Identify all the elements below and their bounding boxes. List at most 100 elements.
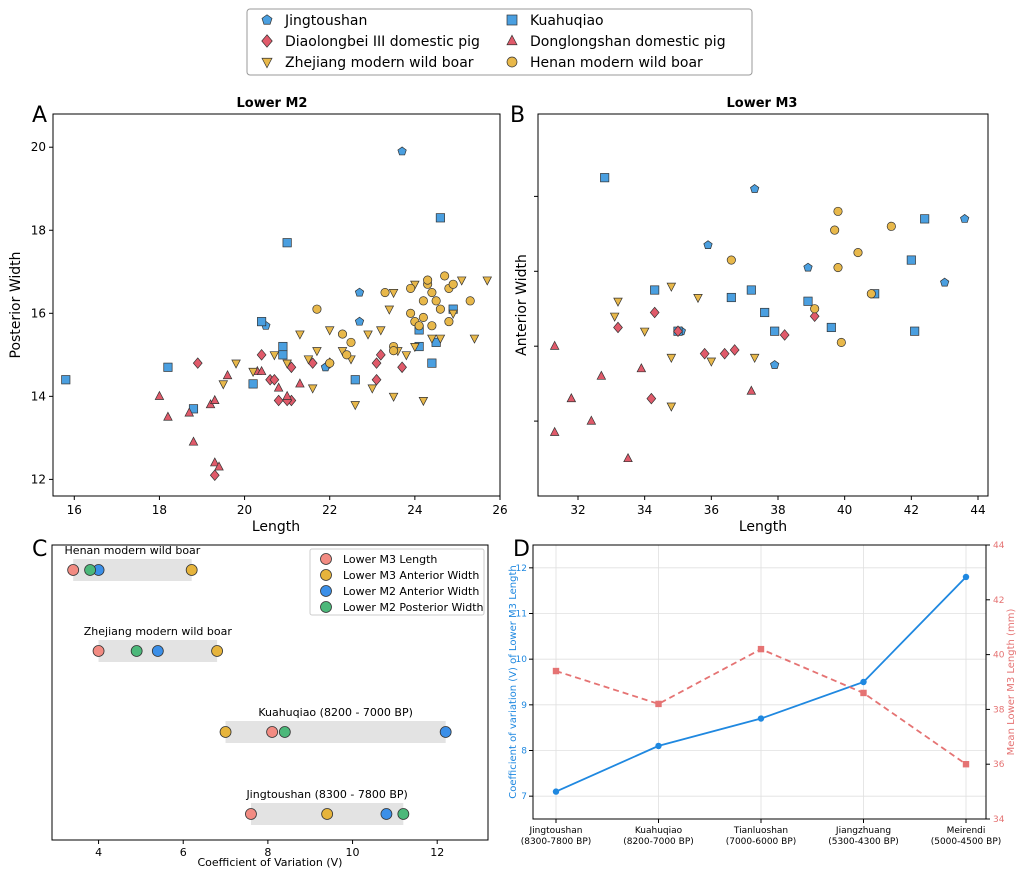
panel-a-point-henan-modern-wild-boar <box>337 329 348 339</box>
panel-a-point-henan-modern-wild-boar <box>418 296 428 306</box>
panel-a-point-zhejiang-modern-wild-boar <box>218 380 229 390</box>
panel-a-point-zhejiang-modern-wild-boar <box>324 326 335 336</box>
panel-a-point-donglongshan-domestic-pig <box>282 390 292 400</box>
panel-a-point-kuahuqiao <box>350 375 360 385</box>
panel-c-legend-marker <box>320 585 332 597</box>
panel-a-point-henan-modern-wild-boar <box>414 321 424 331</box>
legend-label-diaolongbei-iii-domestic-pig: Diaolongbei III domestic pig <box>285 34 480 50</box>
panel-a-xtick-label: 22 <box>322 503 337 517</box>
panel-b-xtick-label: 36 <box>704 503 719 517</box>
panel-b-point-henan-modern-wild-boar <box>866 289 876 299</box>
panel-a-point-donglongshan-domestic-pig <box>222 370 233 380</box>
panel-letter-c: C <box>32 537 47 562</box>
panel-b-lower-m3-scatter: Lower M3 32 34 36 38 40 42 44 Length Anterior … <box>514 96 989 535</box>
legend-label-henan-modern-wild-boar: Henan modern wild boar <box>530 55 703 71</box>
panel-d-point-right <box>552 667 560 675</box>
panel-b-xtick-label: 38 <box>770 503 785 517</box>
panel-b-point-henan-modern-wild-boar <box>833 262 843 273</box>
panel-a-point-donglongshan-domestic-pig <box>154 390 165 400</box>
panel-a-point-henan-modern-wild-boar <box>312 304 322 314</box>
panel-d-ytick-label-right: 34 <box>993 815 1005 825</box>
panel-c-xtick-label: 12 <box>430 846 444 859</box>
panel-a-point-kuahuqiao <box>435 213 445 223</box>
legend-label-jingtoushan: Jingtoushan <box>284 13 367 29</box>
panel-c-range-bar <box>225 721 446 743</box>
panel-c-dot-lower-m3-length <box>67 564 80 576</box>
panel-b-point-diaolongbei-iii-domestic-pig <box>699 347 710 360</box>
panel-a-point-henan-modern-wild-boar <box>427 287 437 298</box>
panel-a-point-diaolongbei-iii-domestic-pig <box>397 361 407 374</box>
panel-a-point-jingtoushan <box>354 316 365 326</box>
panel-d-point-right <box>655 700 662 708</box>
panel-b-point-zhejiang-modern-wild-boar <box>613 297 623 307</box>
legend-marker-zhejiang-modern-wild-boar <box>261 57 273 69</box>
panel-a-point-zhejiang-modern-wild-boar <box>350 401 361 411</box>
panel-a-point-donglongshan-domestic-pig <box>209 394 220 404</box>
panel-b-point-diaolongbei-iii-domestic-pig <box>779 329 790 341</box>
panel-a-point-henan-modern-wild-boar <box>431 296 441 306</box>
panel-b-point-zhejiang-modern-wild-boar <box>666 282 677 292</box>
panel-a-point-kuahuqiao <box>61 375 71 385</box>
panel-a-point-henan-modern-wild-boar <box>389 346 399 356</box>
panel-b-point-zhejiang-modern-wild-boar <box>609 312 620 322</box>
panel-b-title: Lower M3 <box>727 96 798 111</box>
panel-a-point-kuahuqiao <box>248 379 258 389</box>
panel-d-point-right <box>860 689 867 697</box>
panel-a-title: Lower M2 <box>237 96 308 111</box>
panel-a-point-henan-modern-wild-boar <box>418 312 428 323</box>
panel-b-point-donglongshan-domestic-pig <box>623 452 633 463</box>
panel-d-ytick-label-left: 12 <box>516 564 527 574</box>
panel-a-point-zhejiang-modern-wild-boar <box>384 305 395 315</box>
panel-a-point-henan-modern-wild-boar <box>423 275 433 285</box>
panel-b-point-zhejiang-modern-wild-boar <box>706 357 717 367</box>
panel-a-point-donglongshan-domestic-pig <box>209 457 220 467</box>
panel-c-dot-lower-m2-anterior-width <box>380 808 393 820</box>
panel-a-point-zhejiang-modern-wild-boar <box>427 334 437 344</box>
panel-d-xtick-label: Jingtoushan (8300-7800 BP) <box>521 826 592 847</box>
panel-a-point-henan-modern-wild-boar <box>380 287 390 298</box>
panel-a-point-donglongshan-domestic-pig <box>188 436 199 446</box>
panel-a-point-jingtoushan <box>354 287 365 297</box>
panel-d-point-left <box>860 678 867 686</box>
panel-c-xlabel: Coefficient of Variation (V) <box>198 856 343 869</box>
panel-a-point-zhejiang-modern-wild-boar <box>388 289 399 299</box>
panel-a-point-diaolongbei-iii-domestic-pig <box>371 373 382 386</box>
panel-b-point-kuahuqiao <box>826 322 836 333</box>
panel-a-point-zhejiang-modern-wild-boar <box>410 343 420 353</box>
panel-b-point-kuahuqiao <box>746 285 756 295</box>
panel-a-point-zhejiang-modern-wild-boar <box>248 367 258 378</box>
panel-b-frame <box>537 113 989 497</box>
panel-b-xtick-label: 34 <box>637 503 652 517</box>
panel-c-cv-dot-range: 4 6 8 10 12 Henan modern wild boar Zhejiang m… <box>51 544 489 869</box>
panel-b-point-diaolongbei-iii-domestic-pig <box>649 306 660 319</box>
panel-a-frame <box>52 113 501 497</box>
legend-label-zhejiang-modern-wild-boar: Zhejiang modern wild boar <box>285 55 474 71</box>
panel-a-point-henan-modern-wild-boar <box>406 308 416 318</box>
panel-b-point-henan-modern-wild-boar <box>853 248 863 258</box>
panel-d-ytick-label-right: 38 <box>993 705 1005 715</box>
panel-b-point-henan-modern-wild-boar <box>886 221 896 231</box>
panel-a-point-henan-modern-wild-boar <box>325 358 335 368</box>
panel-c-xtick-label: 6 <box>180 846 187 859</box>
panel-a-point-zhejiang-modern-wild-boar <box>282 359 292 369</box>
panel-c-dot-lower-m2-anterior-width <box>151 645 164 657</box>
panel-b-point-donglongshan-domestic-pig <box>549 426 560 436</box>
panel-a-point-zhejiang-modern-wild-boar <box>307 384 318 394</box>
panel-a-point-diaolongbei-iii-domestic-pig <box>269 373 280 386</box>
panel-a-ytick-label: 20 <box>31 140 46 154</box>
panel-a-lower-m2-scatter: Lower M2 16 18 20 22 24 26 12 14 16 18 20 Length P… <box>8 96 508 535</box>
panel-d-ytick-label-left: 7 <box>521 792 527 802</box>
panel-d-ytick-label-left: 9 <box>521 701 527 711</box>
panel-a-ytick-label: 18 <box>31 223 46 237</box>
legend-label-kuahuqiao: Kuahuqiao <box>530 13 604 29</box>
panel-a-point-zhejiang-modern-wild-boar <box>363 330 373 340</box>
panel-b-point-zhejiang-modern-wild-boar <box>749 353 760 364</box>
panel-d-point-left <box>757 715 765 722</box>
panel-c-legend-marker <box>320 569 332 581</box>
panel-a-point-zhejiang-modern-wild-boar <box>401 351 412 361</box>
panel-d-ylabel-right: Mean Lower M3 Length (mm) <box>1006 609 1017 756</box>
panel-b-point-diaolongbei-iii-domestic-pig <box>729 344 740 356</box>
panel-c-legend-label: Lower M2 Anterior Width <box>343 585 479 598</box>
panel-a-point-kuahuqiao <box>257 317 267 327</box>
